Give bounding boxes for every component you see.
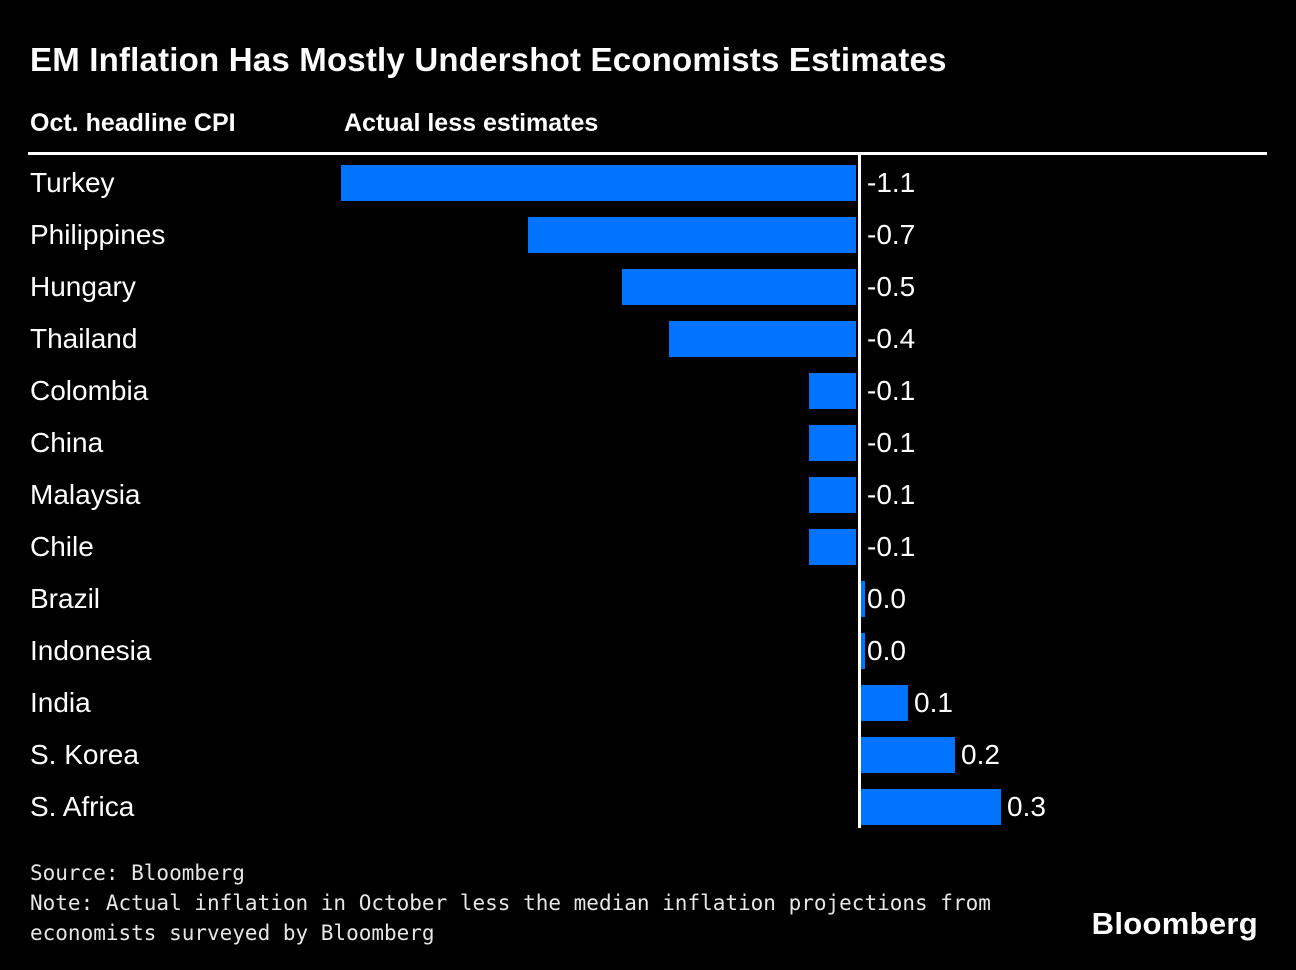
category-label: Colombia bbox=[30, 375, 149, 406]
chart-row: Malaysia -0.1 bbox=[0, 477, 1296, 513]
source-text: Source: Bloomberg bbox=[30, 861, 245, 885]
column-header-category: Oct. headline CPI bbox=[30, 109, 236, 137]
category-label: Philippines bbox=[30, 219, 166, 250]
value-label: 0.3 bbox=[1007, 791, 1046, 822]
category-label: Chile bbox=[30, 531, 94, 562]
value-label: 0.0 bbox=[867, 635, 906, 666]
category-label: Turkey bbox=[30, 167, 115, 198]
bar bbox=[809, 425, 857, 461]
bar bbox=[341, 165, 857, 201]
bar bbox=[668, 321, 856, 357]
category-label: Indonesia bbox=[30, 635, 152, 666]
value-label: -0.1 bbox=[867, 427, 916, 458]
category-label: S. Africa bbox=[30, 791, 135, 822]
value-label: -1.1 bbox=[867, 167, 916, 198]
bar bbox=[809, 477, 857, 513]
chart-row: Indonesia 0.0 bbox=[0, 633, 1296, 669]
zero-axis-line bbox=[858, 154, 861, 828]
chart-title: EM Inflation Has Mostly Undershot Econom… bbox=[30, 41, 947, 78]
value-label: -0.7 bbox=[867, 219, 916, 250]
chart-row: China -0.1 bbox=[0, 425, 1296, 461]
chart-row: Hungary -0.5 bbox=[0, 269, 1296, 305]
category-label: Brazil bbox=[30, 583, 101, 614]
value-label: -0.4 bbox=[867, 323, 916, 354]
bar bbox=[861, 737, 955, 773]
column-header-values: Actual less estimates bbox=[344, 109, 599, 137]
bar bbox=[861, 789, 1001, 825]
bar bbox=[809, 529, 857, 565]
header-rule bbox=[28, 152, 1267, 155]
bar bbox=[861, 685, 908, 721]
value-label: -0.1 bbox=[867, 375, 916, 406]
bar bbox=[809, 373, 857, 409]
chart-row: S. Korea 0.2 bbox=[0, 737, 1296, 773]
footer: Source: Bloomberg Note: Actual inflation… bbox=[30, 858, 1020, 948]
bar bbox=[861, 633, 865, 669]
chart-row: Brazil 0.0 bbox=[0, 581, 1296, 617]
category-label: Hungary bbox=[30, 271, 136, 302]
note-text: Note: Actual inflation in October less t… bbox=[30, 891, 991, 945]
value-label: -0.1 bbox=[867, 479, 916, 510]
value-label: 0.0 bbox=[867, 583, 906, 614]
chart-row: Turkey -1.1 bbox=[0, 165, 1296, 201]
category-label: China bbox=[30, 427, 104, 458]
chart-row: S. Africa 0.3 bbox=[0, 789, 1296, 825]
chart-row: Thailand -0.4 bbox=[0, 321, 1296, 357]
category-label: Thailand bbox=[30, 323, 138, 354]
bar bbox=[528, 217, 857, 253]
bar bbox=[861, 581, 865, 617]
category-label: India bbox=[30, 687, 91, 718]
category-label: Malaysia bbox=[30, 479, 141, 510]
value-label: 0.1 bbox=[914, 687, 953, 718]
bloomberg-logo: Bloomberg bbox=[1091, 906, 1258, 941]
category-label: S. Korea bbox=[30, 739, 139, 770]
chart-row: Colombia -0.1 bbox=[0, 373, 1296, 409]
chart-row: Philippines -0.7 bbox=[0, 217, 1296, 253]
value-label: -0.1 bbox=[867, 531, 916, 562]
chart-row: Chile -0.1 bbox=[0, 529, 1296, 565]
bar bbox=[622, 269, 856, 305]
bar-chart-plot: Turkey -1.1 Philippines -0.7 Hungary -0.5 Thai… bbox=[0, 165, 1296, 825]
value-label: 0.2 bbox=[961, 739, 1000, 770]
value-label: -0.5 bbox=[867, 271, 916, 302]
chart-row: India 0.1 bbox=[0, 685, 1296, 721]
